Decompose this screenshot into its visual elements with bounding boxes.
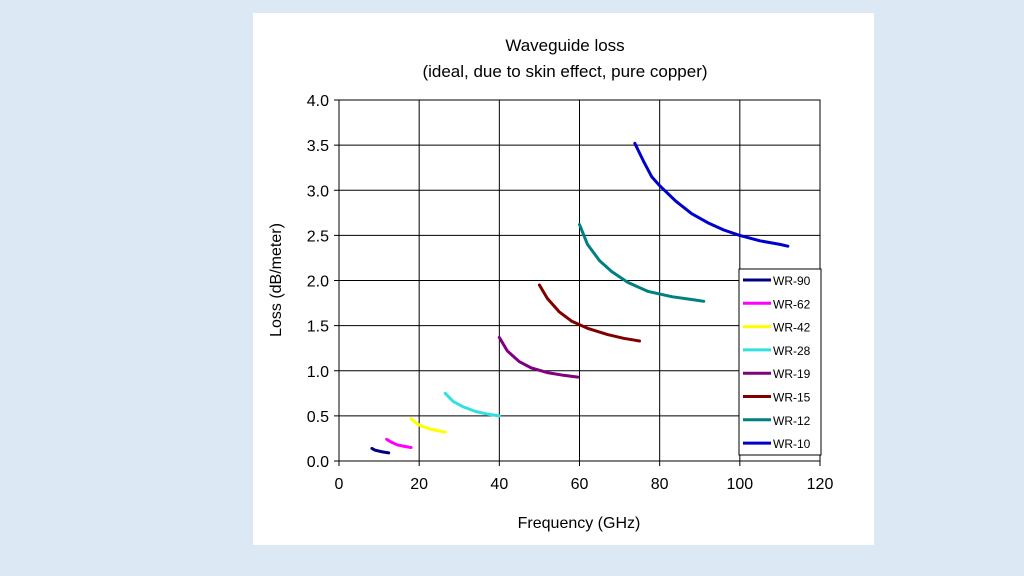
- legend-label: WR-28: [773, 344, 811, 358]
- series-line-wr-62: [385, 437, 413, 449]
- x-tick-label: 120: [807, 476, 834, 493]
- y-tick-label: 4.0: [307, 93, 329, 110]
- y-tick-label: 0.5: [307, 409, 329, 426]
- x-tick-label: 60: [571, 476, 589, 493]
- waveguide-loss-chart: Waveguide loss (ideal, due to skin effec…: [268, 36, 834, 532]
- legend: WR-90 WR-62 WR-42 WR-28 WR-19 WR-15 WR-12 WR-10: [738, 268, 822, 456]
- axis-ticks: 0 20 40 60 80 100 120 0.0 0.5 1.0 1.5 2.0 2.5 3.0 3.5 4…: [307, 93, 834, 493]
- y-tick-label: 1.5: [307, 319, 329, 336]
- y-tick-label: 2.5: [307, 228, 329, 245]
- legend-label: WR-90: [773, 274, 811, 288]
- series-line-wr-90: [370, 446, 391, 455]
- x-tick-label: 20: [410, 476, 428, 493]
- series-line-wr-15: [537, 283, 642, 343]
- y-tick-label: 2.0: [307, 274, 329, 291]
- legend-label: WR-42: [773, 321, 811, 335]
- chart-panel: Waveguide loss (ideal, due to skin effec…: [253, 13, 874, 545]
- legend-label: WR-19: [773, 367, 811, 381]
- x-axis-label: Frequency (GHz): [518, 515, 641, 532]
- x-tick-label: 0: [335, 476, 344, 493]
- y-axis-label: Loss (dB/meter): [268, 223, 285, 337]
- legend-label: WR-12: [773, 414, 811, 428]
- legend-label: WR-15: [773, 391, 811, 405]
- x-tick-label: 80: [651, 476, 669, 493]
- chart-title: Waveguide loss: [505, 36, 624, 55]
- legend-box: [738, 268, 822, 456]
- series-layer: [370, 141, 790, 455]
- y-tick-label: 3.5: [307, 138, 329, 155]
- series-line-wr-19: [497, 335, 580, 379]
- y-tick-label: 3.0: [307, 183, 329, 200]
- chart-subtitle: (ideal, due to skin effect, pure copper): [422, 62, 707, 81]
- x-tick-label: 100: [726, 476, 753, 493]
- series-line-wr-42: [409, 417, 447, 434]
- legend-label: WR-10: [773, 437, 811, 451]
- y-tick-label: 0.0: [307, 454, 329, 471]
- series-line-wr-10: [633, 141, 790, 248]
- legend-label: WR-62: [773, 297, 811, 311]
- y-tick-label: 1.0: [307, 364, 329, 381]
- series-line-wr-12: [578, 223, 706, 303]
- series-line-wr-28: [443, 391, 501, 418]
- x-tick-label: 40: [490, 476, 508, 493]
